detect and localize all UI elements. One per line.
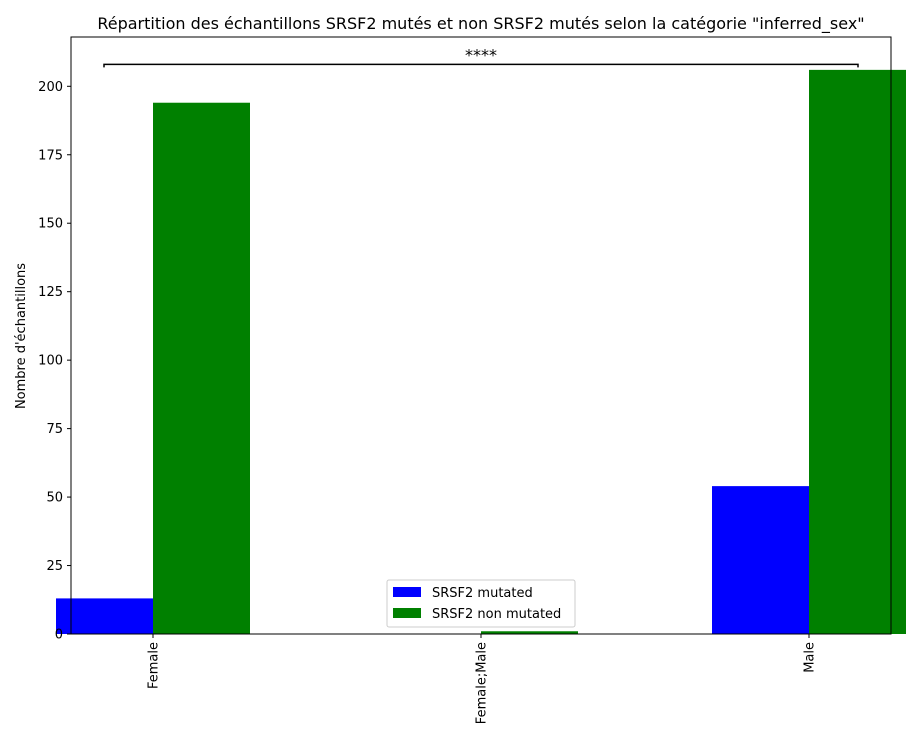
y-tick-label: 0	[55, 628, 63, 643]
legend-label: SRSF2 non mutated	[432, 607, 561, 622]
x-axis: Female Female;Male Male	[147, 634, 818, 724]
bar-mutated-male	[712, 486, 809, 634]
y-tick-label: 175	[38, 148, 63, 163]
y-tick-label: 75	[46, 422, 63, 437]
y-tick-label: 200	[38, 80, 63, 95]
plot-area: ****	[56, 36, 906, 635]
significance-label: ****	[465, 45, 497, 64]
y-tick-label: 150	[38, 217, 63, 232]
significance-bracket	[103, 63, 859, 68]
y-tick-label: 125	[38, 285, 63, 300]
bar-mutated-female	[56, 598, 153, 634]
y-axis: 0 25 50 75 100 125 150 175 200	[38, 80, 71, 643]
x-tick-label: Female;Male	[475, 642, 490, 724]
x-tick-label: Male	[803, 642, 818, 673]
legend-swatch	[393, 608, 421, 618]
legend-label: SRSF2 mutated	[432, 586, 533, 601]
y-tick-label: 25	[46, 559, 63, 574]
bar-non-mutated-female	[153, 102, 250, 634]
legend-frame	[386, 579, 576, 628]
legend-swatch	[393, 587, 421, 597]
bar-non-mutated-female-male	[481, 631, 578, 634]
x-tick-label: Female	[147, 642, 162, 689]
bars-group	[56, 69, 906, 635]
y-tick-label: 50	[46, 491, 63, 506]
y-tick-label: 100	[38, 354, 63, 369]
y-axis-label: Nombre d'échantillons	[14, 263, 29, 409]
legend: SRSF2 mutated SRSF2 non mutated	[386, 579, 576, 628]
bar-non-mutated-male	[809, 69, 906, 635]
chart-title: Répartition des échantillons SRSF2 mutés…	[97, 14, 864, 34]
significance-annotation: ****	[103, 45, 859, 68]
